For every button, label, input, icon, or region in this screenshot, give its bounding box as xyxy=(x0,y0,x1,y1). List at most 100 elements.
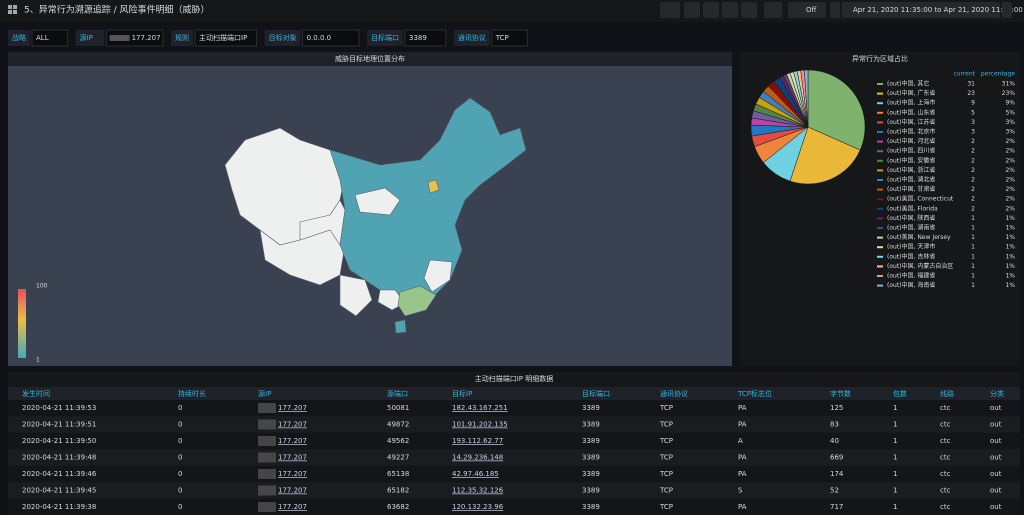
table-cell: 49872 xyxy=(387,421,409,429)
legend-name[interactable]: (out)中国, 浙江省 xyxy=(887,166,935,174)
column-header[interactable]: 发生时间 xyxy=(22,389,50,398)
table-cell[interactable]: 112.35.32.126 xyxy=(452,487,504,495)
legend-name[interactable]: (out)中国, 广东省 xyxy=(887,89,935,97)
table-cell[interactable]: 101.91.202.135 xyxy=(452,421,508,429)
filter-select[interactable] xyxy=(194,29,258,47)
legend-name[interactable]: (out)美国, New Jersey xyxy=(887,233,951,241)
share-button[interactable] xyxy=(703,2,719,18)
tv-mode-button[interactable] xyxy=(764,2,782,18)
table-cell: 3389 xyxy=(582,404,600,412)
save-button[interactable] xyxy=(722,2,738,18)
table-cell[interactable]: 120.132.23.96 xyxy=(452,503,504,511)
legend-name[interactable]: (out)中国, 内蒙古自治区 xyxy=(887,262,953,270)
column-header[interactable]: TCP标志位 xyxy=(737,389,772,398)
table-cell: out xyxy=(990,421,1002,429)
legend-name[interactable]: (out)中国, 河北省 xyxy=(887,137,935,145)
table-cell[interactable]: 177.207 xyxy=(278,421,307,429)
table-cell: 3389 xyxy=(582,437,600,445)
filter-select[interactable] xyxy=(106,29,164,47)
column-header[interactable]: 线路 xyxy=(940,389,954,398)
region-hainan xyxy=(394,319,407,334)
table-cell[interactable]: 177.207 xyxy=(278,503,307,511)
time-forward-button[interactable] xyxy=(1002,2,1012,18)
legend-current: 1 xyxy=(971,282,975,289)
column-header[interactable]: 包数 xyxy=(893,389,907,398)
legend-name[interactable]: (out)中国, 江苏省 xyxy=(887,118,935,126)
time-back-button[interactable] xyxy=(830,2,840,18)
legend-name[interactable]: (out)中国, 北京市 xyxy=(887,128,935,136)
table-cell: PA xyxy=(738,470,747,478)
settings-button[interactable] xyxy=(741,2,757,18)
column-header[interactable]: 持续时长 xyxy=(178,389,206,398)
table-cell[interactable]: 193.112.62.77 xyxy=(452,437,503,445)
filter-label: 规则 xyxy=(175,33,189,42)
dashboard-title[interactable]: 5、异常行为溯源追踪 / 风险事件明细（威胁） xyxy=(24,4,209,16)
legend-name[interactable]: (out)美国, Florida xyxy=(887,204,938,212)
table-cell[interactable]: 177.207 xyxy=(278,404,307,412)
legend-name[interactable]: (out)中国, 四川省 xyxy=(887,147,935,155)
legend-name[interactable]: (out)中国, 海南省 xyxy=(887,281,935,289)
table-cell[interactable]: 14.29.236.148 xyxy=(452,454,503,462)
heat-legend-max: 100 xyxy=(36,283,48,290)
filter-select[interactable] xyxy=(31,29,69,47)
region-east xyxy=(329,97,527,304)
time-picker[interactable] xyxy=(842,2,1000,18)
column-header[interactable]: 源IP xyxy=(258,389,271,398)
legend-swatch xyxy=(877,227,883,229)
legend-name[interactable]: (out)中国, 湖北省 xyxy=(887,176,935,184)
table-cell[interactable]: 177.207 xyxy=(278,487,307,495)
legend-column-header[interactable]: percentage xyxy=(981,71,1015,78)
filter-select[interactable] xyxy=(302,29,360,47)
legend-name[interactable]: (out)中国, 吉林省 xyxy=(887,252,935,260)
heat-legend-min: 1 xyxy=(36,357,40,364)
legend-name[interactable]: (out)中国, 其它 xyxy=(887,80,929,88)
table-cell[interactable]: 182.43.167.251 xyxy=(452,404,508,412)
legend-name[interactable]: (out)中国, 湖南省 xyxy=(887,224,935,232)
legend-column-header[interactable]: current xyxy=(953,71,975,78)
table-cell: 3389 xyxy=(582,470,600,478)
legend-percentage: 2% xyxy=(1005,167,1015,174)
legend-name[interactable]: (out)中国, 山东省 xyxy=(887,108,935,116)
table-cell: ctc xyxy=(940,404,951,412)
column-header[interactable]: 源端口 xyxy=(387,389,408,398)
blurred-text xyxy=(258,469,276,479)
table-cell[interactable]: 177.207 xyxy=(278,454,307,462)
table-cell[interactable]: 177.207 xyxy=(278,437,307,445)
legend-percentage: 5% xyxy=(1005,109,1015,116)
legend-current: 1 xyxy=(971,273,975,280)
filter-select[interactable] xyxy=(404,29,447,47)
legend-swatch xyxy=(877,131,883,133)
column-header[interactable]: 目标端口 xyxy=(582,389,610,398)
legend-name[interactable]: (out)中国, 福建省 xyxy=(887,272,935,280)
legend-name[interactable]: (out)中国, 安徽省 xyxy=(887,156,935,164)
table-cell[interactable]: 42.97.46.185 xyxy=(452,470,499,478)
filter-select[interactable] xyxy=(491,29,528,47)
legend-swatch xyxy=(877,255,883,258)
legend-name[interactable]: (out)中国, 上海市 xyxy=(887,99,935,107)
filter-label-box xyxy=(8,30,30,46)
table-cell: ctc xyxy=(940,487,951,495)
legend-name[interactable]: (out)中国, 甘肃省 xyxy=(887,185,935,193)
legend-name[interactable]: (out)中国, 陕西省 xyxy=(887,214,935,222)
table-cell: out xyxy=(990,404,1002,412)
add-panel-button[interactable] xyxy=(660,2,680,18)
table-title[interactable]: 主动扫描端口IP 明细数据 xyxy=(475,374,554,383)
legend-percentage: 31% xyxy=(1002,81,1016,88)
star-button[interactable] xyxy=(684,2,700,18)
region-xizang xyxy=(259,229,346,286)
filter-value: 0.0.0.0 xyxy=(307,34,332,42)
table-cell[interactable]: 177.207 xyxy=(278,470,307,478)
pie-title[interactable]: 异常行为区域占比 xyxy=(852,54,908,63)
column-header[interactable]: 通讯协议 xyxy=(660,389,688,398)
blurred-text xyxy=(109,35,130,41)
refresh-picker[interactable] xyxy=(788,2,826,18)
column-header[interactable]: 目标IP xyxy=(452,389,472,398)
table-row xyxy=(8,449,1020,466)
legend-name[interactable]: (out)美国, Connecticut xyxy=(887,195,954,203)
column-header[interactable]: 分类 xyxy=(990,389,1004,398)
map-title[interactable]: 威胁目标地理位置分布 xyxy=(335,54,405,63)
legend-name[interactable]: (out)中国, 天津市 xyxy=(887,243,935,251)
region-jiangxi-fujian xyxy=(423,259,453,293)
column-header[interactable]: 字节数 xyxy=(830,389,851,398)
